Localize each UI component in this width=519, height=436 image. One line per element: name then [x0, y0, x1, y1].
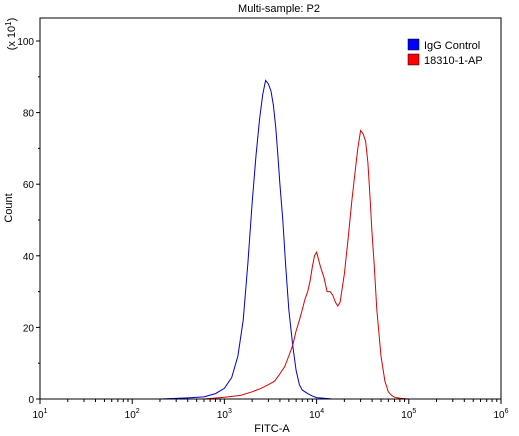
series-line-1 [203, 129, 409, 400]
series-line-0 [159, 79, 333, 400]
plot-frame [39, 17, 502, 400]
legend-swatch-1 [407, 53, 420, 66]
x-tick-base: 10 [125, 410, 137, 421]
legend-swatch-0 [407, 38, 420, 51]
y-tick-label: 100 [17, 37, 34, 48]
legend: IgG Control 18310-1-AP [407, 38, 483, 67]
x-tick-exponent: 6 [505, 408, 509, 415]
y-tick-label: 20 [23, 323, 35, 334]
x-tick-base: 10 [493, 410, 505, 421]
legend-label-0: IgG Control [424, 40, 480, 52]
x-tick-base: 10 [32, 410, 44, 421]
legend-label-1: 18310-1-AP [424, 55, 483, 67]
x-tick-exponent: 2 [136, 408, 140, 415]
plot-marks [159, 79, 409, 400]
x-tick-exponent: 4 [320, 408, 324, 415]
x-tick-label: 102 [125, 408, 140, 421]
x-tick-base: 10 [401, 410, 413, 421]
chart-title: Multi-sample: P2 [238, 3, 320, 15]
x-tick-exponent: 1 [44, 408, 48, 415]
y-tick-label: 80 [23, 109, 35, 120]
x-tick-label: 106 [493, 408, 508, 421]
x-tick-exponent: 3 [228, 408, 232, 415]
x-tick-label: 101 [32, 408, 47, 421]
x-tick-label: 105 [401, 408, 416, 421]
y-tick-label: 0 [28, 395, 34, 406]
y-axis-multiplier-exp: 1 [4, 21, 13, 26]
y-axis-multiplier-close: ) [6, 18, 18, 22]
y-tick-label: 40 [23, 252, 35, 263]
x-tick-label: 104 [309, 408, 324, 421]
y-axis-multiplier-base: (x 10 [6, 26, 18, 50]
x-axis-label: FITC-A [254, 423, 290, 435]
x-tick-base: 10 [217, 410, 229, 421]
x-tick-exponent: 5 [412, 408, 416, 415]
x-tick-label: 103 [217, 408, 232, 421]
y-axis-multiplier: (x 101) [4, 18, 18, 51]
x-tick-base: 10 [309, 410, 321, 421]
y-tick-label: 60 [23, 180, 35, 191]
y-axis-label: Count [3, 193, 15, 222]
